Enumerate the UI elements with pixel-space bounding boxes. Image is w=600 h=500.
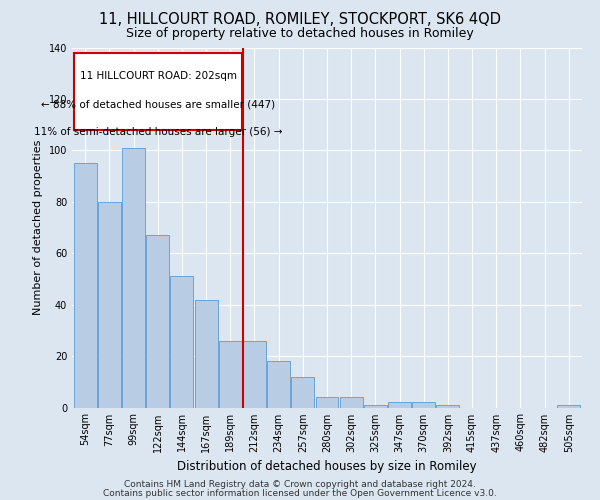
Text: 11, HILLCOURT ROAD, ROMILEY, STOCKPORT, SK6 4QD: 11, HILLCOURT ROAD, ROMILEY, STOCKPORT, … [99,12,501,28]
Text: 11 HILLCOURT ROAD: 202sqm: 11 HILLCOURT ROAD: 202sqm [80,71,236,81]
Text: 11% of semi-detached houses are larger (56) →: 11% of semi-detached houses are larger (… [34,128,282,138]
Bar [170,276,193,407]
Bar [316,397,338,407]
Bar [340,397,362,407]
Text: ← 88% of detached houses are smaller (447): ← 88% of detached houses are smaller (44… [41,99,275,109]
Bar [243,340,266,407]
Bar [557,405,580,407]
Bar [219,340,242,407]
Bar [364,405,387,407]
FancyBboxPatch shape [74,52,242,130]
Bar [122,148,145,407]
Text: Contains public sector information licensed under the Open Government Licence v3: Contains public sector information licen… [103,490,497,498]
Text: Contains HM Land Registry data © Crown copyright and database right 2024.: Contains HM Land Registry data © Crown c… [124,480,476,489]
Bar [146,235,169,408]
Bar [267,361,290,408]
Bar [194,300,218,408]
Bar [98,202,121,408]
Bar [292,376,314,408]
Bar [388,402,411,407]
Y-axis label: Number of detached properties: Number of detached properties [33,140,43,315]
Bar [74,163,97,408]
X-axis label: Distribution of detached houses by size in Romiley: Distribution of detached houses by size … [177,460,477,473]
Bar [436,405,460,407]
Bar [412,402,435,407]
Text: Size of property relative to detached houses in Romiley: Size of property relative to detached ho… [126,28,474,40]
